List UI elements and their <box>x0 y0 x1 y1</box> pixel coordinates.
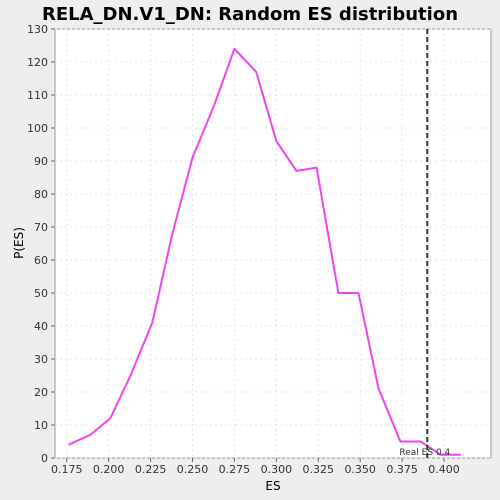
x-tick-label: 0.375 <box>386 463 418 476</box>
x-tick-label: 0.350 <box>344 463 376 476</box>
y-tick-label: 120 <box>27 56 48 69</box>
y-tick-label: 80 <box>34 188 48 201</box>
x-axis-label: ES <box>265 479 280 493</box>
x-tick-label: 0.175 <box>51 463 83 476</box>
grid-lines <box>55 28 491 459</box>
chart-title: RELA_DN.V1_DN: Random ES distribution <box>42 4 458 25</box>
x-tick-label: 0.200 <box>93 463 125 476</box>
x-tick-label: 0.250 <box>177 463 209 476</box>
x-tick-label: 0.275 <box>219 463 251 476</box>
y-tick-label: 60 <box>34 254 48 267</box>
series-line <box>67 47 461 456</box>
x-tick-label: 0.400 <box>428 463 460 476</box>
y-tick-label: 20 <box>34 386 48 399</box>
real-es-label: Real ES 0.4 <box>399 448 450 458</box>
x-tick-label: 0.225 <box>135 463 167 476</box>
x-tick-label: 0.325 <box>303 463 335 476</box>
y-axis-label: P(ES) <box>12 227 26 259</box>
y-tick-label: 130 <box>27 23 48 36</box>
axis-ticks: 0 10 20 30 40 50 60 70 80 90 100 110 120 130 0.175 0.20… <box>27 23 460 476</box>
series-layer <box>67 47 461 456</box>
y-tick-label: 0 <box>41 452 48 465</box>
plot-area <box>54 28 492 459</box>
y-tick-label: 100 <box>27 122 48 135</box>
y-tick-label: 30 <box>34 353 48 366</box>
y-tick-label: 10 <box>34 419 48 432</box>
y-tick-label: 50 <box>34 287 48 300</box>
y-tick-label: 70 <box>34 221 48 234</box>
y-tick-label: 90 <box>34 155 48 168</box>
y-tick-label: 40 <box>34 320 48 333</box>
y-tick-label: 110 <box>27 89 48 102</box>
x-tick-label: 0.300 <box>261 463 293 476</box>
